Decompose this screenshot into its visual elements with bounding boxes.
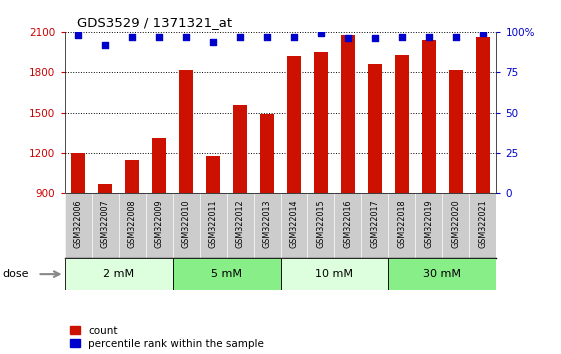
Bar (98, 184, 112, 193)
Bar (389, 258, 496, 290)
Text: GSM322021: GSM322021 (479, 200, 488, 249)
Bar (65, 258, 173, 290)
Text: 30 mM: 30 mM (424, 269, 462, 279)
Text: GSM322009: GSM322009 (154, 200, 163, 249)
Text: GSM322012: GSM322012 (236, 200, 245, 249)
Text: GSM322014: GSM322014 (289, 200, 298, 249)
Point (316, 31, 325, 36)
Point (73, 32, 82, 38)
Text: GSM322007: GSM322007 (100, 200, 109, 249)
Bar (341, 35, 355, 193)
Point (263, 34, 272, 40)
Legend: count, percentile rank within the sample: count, percentile rank within the sample (70, 326, 264, 349)
Bar (422, 40, 436, 193)
Bar (396, 55, 409, 193)
Bar (206, 156, 220, 193)
Text: GSM322011: GSM322011 (209, 200, 218, 249)
Text: GSM322010: GSM322010 (182, 200, 191, 249)
Point (425, 34, 434, 40)
Bar (449, 69, 463, 193)
Text: GSM322017: GSM322017 (370, 200, 379, 249)
Text: 10 mM: 10 mM (315, 269, 353, 279)
Text: GSM322020: GSM322020 (452, 200, 461, 249)
Bar (260, 114, 274, 193)
Text: GSM322016: GSM322016 (343, 200, 352, 249)
Point (398, 34, 407, 40)
Bar (152, 138, 165, 193)
Text: GSM322013: GSM322013 (263, 200, 272, 249)
Bar (368, 64, 381, 193)
Point (289, 34, 298, 40)
Text: GSM322008: GSM322008 (127, 200, 136, 249)
Text: GSM322019: GSM322019 (425, 200, 434, 249)
Text: GSM322015: GSM322015 (316, 200, 325, 249)
Point (154, 34, 163, 40)
Bar (314, 52, 328, 193)
Point (236, 34, 245, 40)
Point (452, 34, 461, 40)
Point (209, 39, 218, 44)
Bar (233, 104, 247, 193)
Text: GDS3529 / 1371321_at: GDS3529 / 1371321_at (77, 16, 233, 29)
Point (182, 34, 191, 40)
Point (343, 35, 352, 41)
Bar (287, 56, 301, 193)
Text: 2 mM: 2 mM (103, 269, 134, 279)
Text: GSM322006: GSM322006 (73, 200, 82, 249)
Bar (173, 258, 280, 290)
Point (479, 31, 488, 36)
Bar (280, 258, 388, 290)
Point (370, 35, 379, 41)
Point (100, 42, 109, 48)
Text: dose: dose (3, 269, 29, 279)
Bar (71, 153, 85, 193)
Text: GSM322018: GSM322018 (398, 200, 407, 249)
Text: 5 mM: 5 mM (211, 269, 242, 279)
Bar (125, 160, 139, 193)
Bar (476, 37, 490, 193)
Bar (180, 69, 193, 193)
Point (127, 34, 136, 40)
